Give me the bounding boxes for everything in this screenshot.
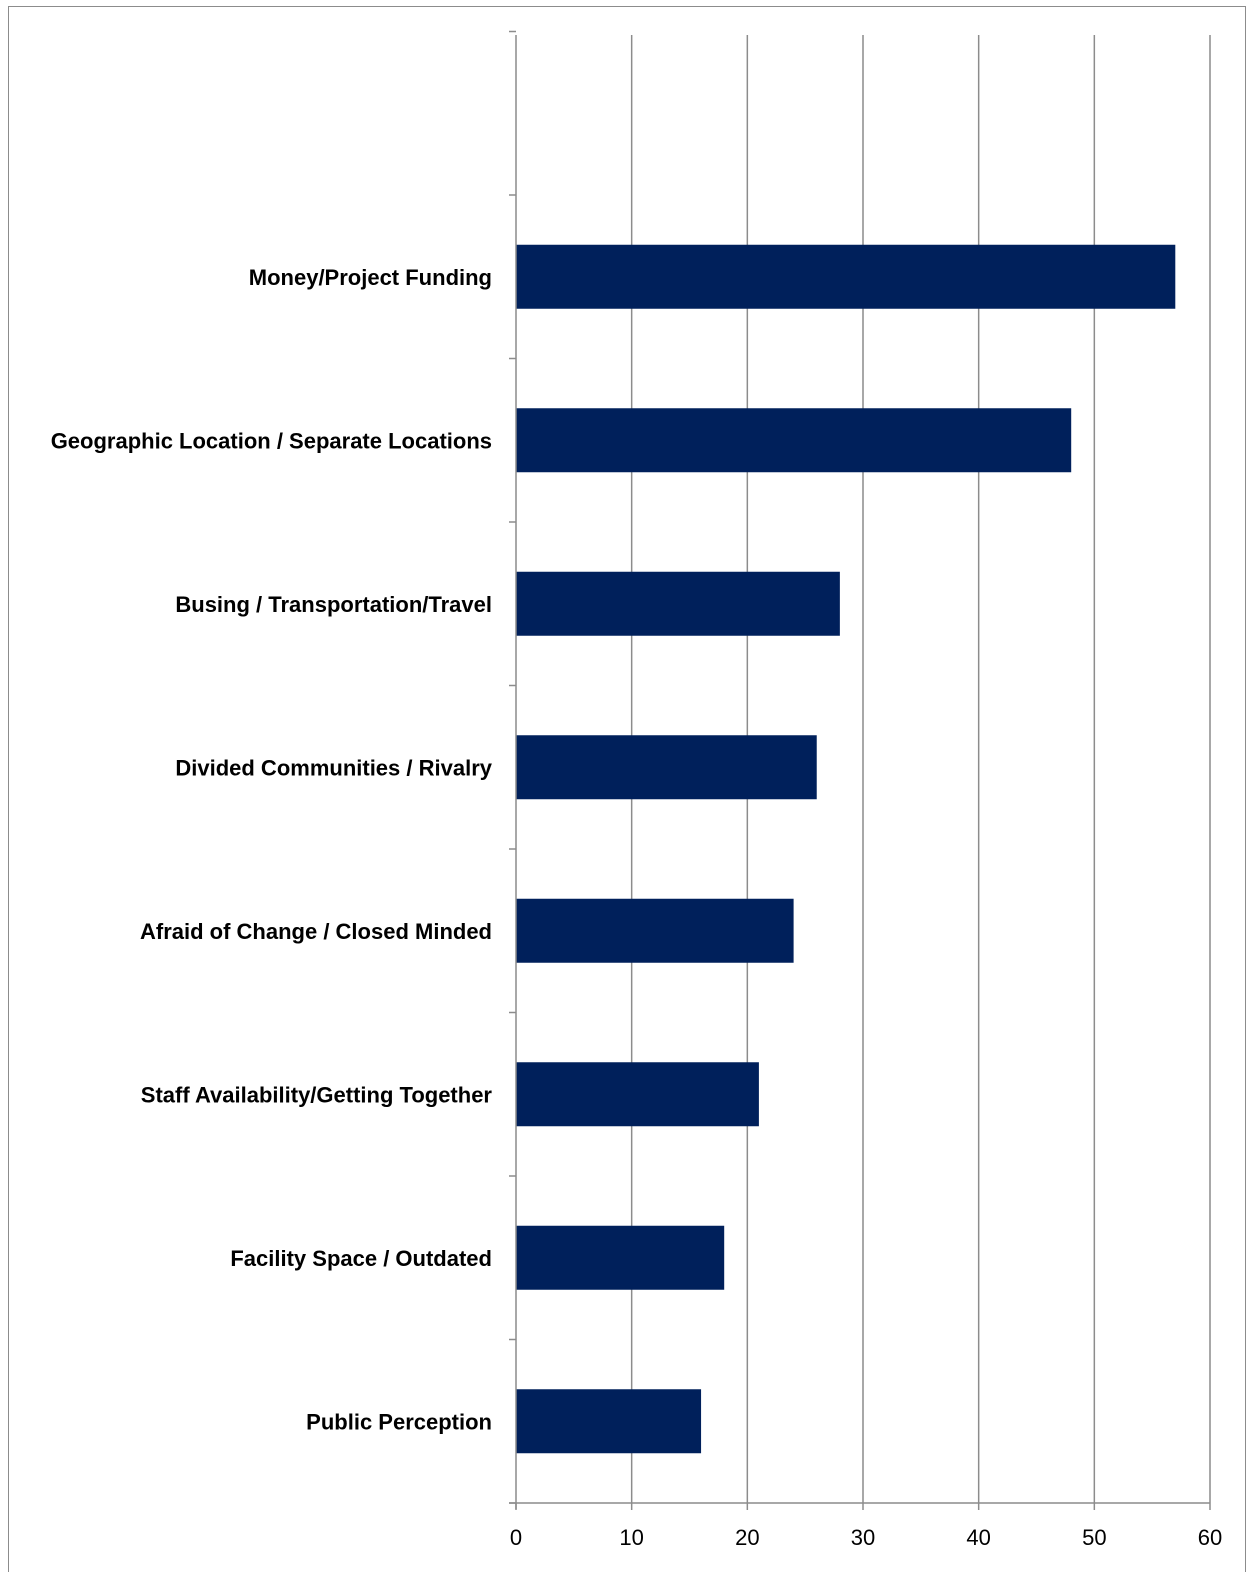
chart-frame: Money/Project Funding Geographic Location… [8, 6, 1246, 1572]
bar-5 [516, 898, 794, 963]
category-label-1: Money/Project Funding [249, 265, 492, 290]
x-tick-label-0: 0 [510, 1525, 522, 1550]
bar-1 [516, 244, 1176, 309]
category-labels: Money/Project Funding Geographic Location… [51, 265, 493, 1435]
bars [516, 244, 1176, 1454]
bar-3 [516, 571, 840, 636]
bar-4 [516, 735, 817, 800]
x-tick-label-20: 20 [735, 1525, 759, 1550]
x-tick-label-60: 60 [1198, 1525, 1222, 1550]
x-tick-labels: 0 10 20 30 40 50 60 [510, 1525, 1222, 1550]
x-tick-label-50: 50 [1082, 1525, 1106, 1550]
x-tick-label-10: 10 [619, 1525, 643, 1550]
category-label-5: Afraid of Change / Closed Minded [140, 919, 492, 944]
category-label-4: Divided Communities / Rivalry [175, 755, 492, 780]
bar-2 [516, 408, 1072, 473]
bar-7 [516, 1225, 725, 1290]
x-tick-label-40: 40 [966, 1525, 990, 1550]
bar-6 [516, 1062, 759, 1127]
category-label-7: Facility Space / Outdated [230, 1246, 492, 1271]
category-label-6: Staff Availability/Getting Together [141, 1082, 493, 1107]
category-label-3: Busing / Transportation/Travel [175, 592, 492, 617]
bar-8 [516, 1389, 702, 1454]
bar-chart: Money/Project Funding Geographic Location… [51, 30, 1222, 1550]
x-tick-label-30: 30 [851, 1525, 875, 1550]
axes [509, 30, 1211, 1510]
category-label-2: Geographic Location / Separate Locations [51, 428, 492, 453]
category-label-8: Public Perception [306, 1409, 492, 1434]
